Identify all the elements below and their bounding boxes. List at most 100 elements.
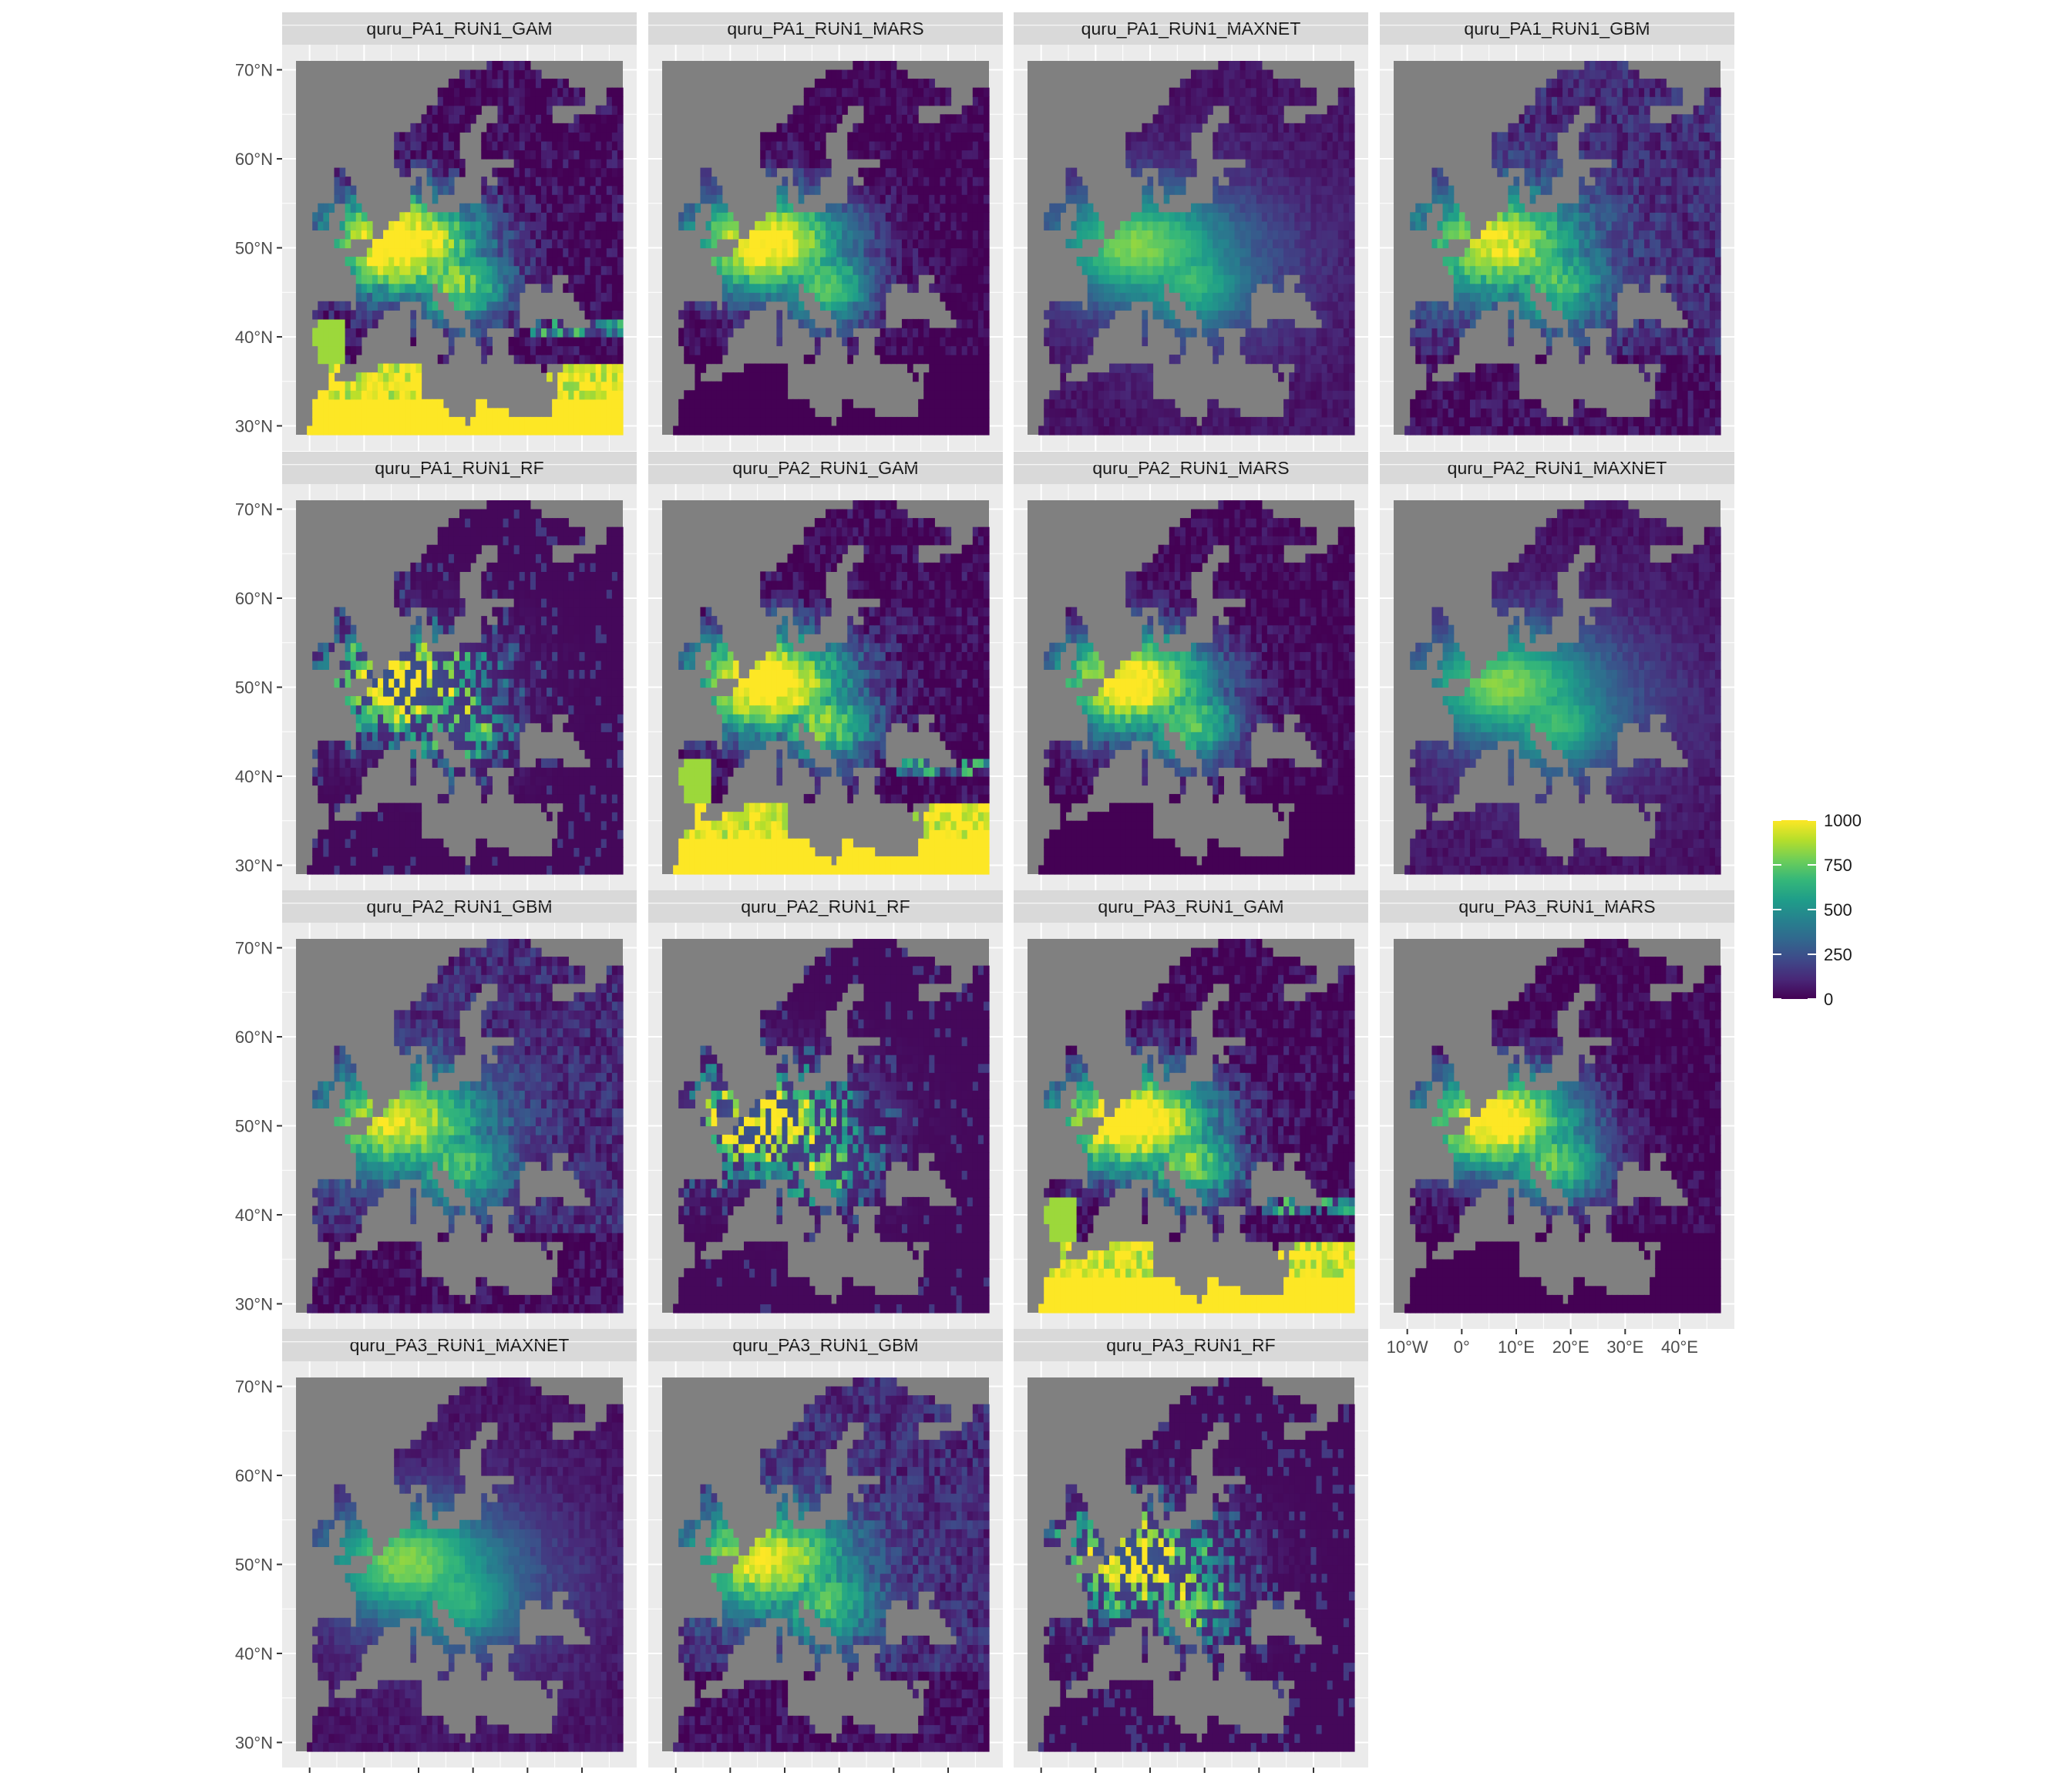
raster-cell xyxy=(896,221,903,230)
raster-cell xyxy=(1240,70,1246,79)
raster-cell xyxy=(1054,337,1061,346)
raster-cell xyxy=(1349,364,1355,373)
raster-cell xyxy=(1159,106,1165,115)
raster-cell xyxy=(612,355,618,364)
raster-cell xyxy=(1305,141,1311,150)
raster-cell xyxy=(530,426,536,435)
suitability-raster xyxy=(662,61,990,436)
raster-cell xyxy=(362,284,368,293)
raster-cell xyxy=(1273,212,1279,221)
raster-cell xyxy=(422,408,428,417)
raster-cell xyxy=(415,141,422,150)
raster-cell xyxy=(1213,221,1219,230)
raster-cell xyxy=(541,194,547,204)
raster-cell xyxy=(722,346,728,355)
raster-cell xyxy=(557,319,563,328)
raster-cell xyxy=(1120,284,1126,293)
raster-cell xyxy=(934,248,940,257)
raster-cell xyxy=(351,194,357,204)
raster-cell xyxy=(530,194,536,204)
raster-cell xyxy=(1525,399,1531,409)
raster-cell xyxy=(896,266,903,275)
raster-cell xyxy=(918,123,924,133)
raster-cell xyxy=(1218,150,1224,159)
raster-cell xyxy=(863,266,870,275)
raster-cell xyxy=(574,284,580,293)
raster-cell xyxy=(836,212,843,221)
raster-cell xyxy=(492,221,498,230)
raster-cell xyxy=(503,266,510,275)
raster-cell xyxy=(601,417,607,426)
raster-cell xyxy=(563,355,569,364)
raster-cell xyxy=(579,417,585,426)
raster-cell xyxy=(574,382,580,391)
raster-cell xyxy=(1557,417,1563,426)
raster-cell xyxy=(563,79,569,88)
raster-cell xyxy=(612,96,618,106)
raster-cell xyxy=(1426,399,1432,409)
raster-cell xyxy=(585,168,591,177)
raster-cell xyxy=(1475,390,1482,399)
raster-cell xyxy=(1164,319,1170,328)
raster-cell xyxy=(957,328,963,337)
raster-cell xyxy=(973,177,979,186)
raster-cell xyxy=(1273,88,1279,97)
raster-cell xyxy=(1349,212,1355,221)
raster-cell xyxy=(1508,426,1514,435)
raster-cell xyxy=(405,257,411,266)
raster-cell xyxy=(951,248,957,257)
raster-cell xyxy=(1338,382,1344,391)
raster-cell xyxy=(399,408,405,417)
raster-cell xyxy=(749,230,755,239)
raster-cell xyxy=(896,96,903,106)
raster-cell xyxy=(383,364,389,373)
raster-cell xyxy=(782,372,788,382)
raster-cell xyxy=(853,284,859,293)
raster-cell xyxy=(1273,248,1279,257)
raster-cell xyxy=(459,159,466,168)
raster-cell xyxy=(1267,337,1273,346)
raster-cell xyxy=(1218,230,1224,239)
raster-cell xyxy=(492,301,498,311)
raster-cell xyxy=(497,426,503,435)
raster-cell xyxy=(1186,221,1192,230)
raster-cell xyxy=(351,382,357,391)
raster-cell xyxy=(1317,204,1323,213)
raster-cell xyxy=(585,355,591,364)
raster-cell xyxy=(1065,399,1071,409)
raster-cell xyxy=(913,230,919,239)
raster-cell xyxy=(1349,310,1355,319)
raster-cell xyxy=(1175,177,1181,186)
raster-cell xyxy=(863,70,870,79)
raster-cell xyxy=(880,106,886,115)
raster-cell xyxy=(415,426,422,435)
raster-cell xyxy=(1153,150,1159,159)
raster-cell xyxy=(509,257,515,266)
raster-cell xyxy=(476,328,482,337)
raster-cell xyxy=(1131,266,1137,275)
raster-cell xyxy=(509,230,515,239)
raster-cell xyxy=(973,399,979,409)
raster-cell xyxy=(907,417,913,426)
raster-cell xyxy=(525,221,531,230)
raster-cell xyxy=(1273,141,1279,150)
raster-cell xyxy=(1525,408,1531,417)
raster-cell xyxy=(782,159,788,168)
raster-cell xyxy=(896,132,903,141)
raster-cell xyxy=(1289,186,1295,195)
raster-cell xyxy=(1552,426,1558,435)
raster-cell xyxy=(1136,382,1142,391)
raster-cell xyxy=(1049,221,1055,230)
raster-cell xyxy=(443,355,449,364)
raster-cell xyxy=(312,426,318,435)
raster-cell xyxy=(422,221,428,230)
raster-cell xyxy=(1633,426,1640,435)
raster-cell xyxy=(962,239,968,248)
raster-cell xyxy=(967,292,974,301)
raster-cell xyxy=(1229,239,1235,248)
raster-cell xyxy=(541,150,547,159)
raster-cell xyxy=(454,123,460,133)
raster-cell xyxy=(568,346,574,355)
raster-cell xyxy=(1202,328,1208,337)
raster-cell xyxy=(1415,399,1421,409)
